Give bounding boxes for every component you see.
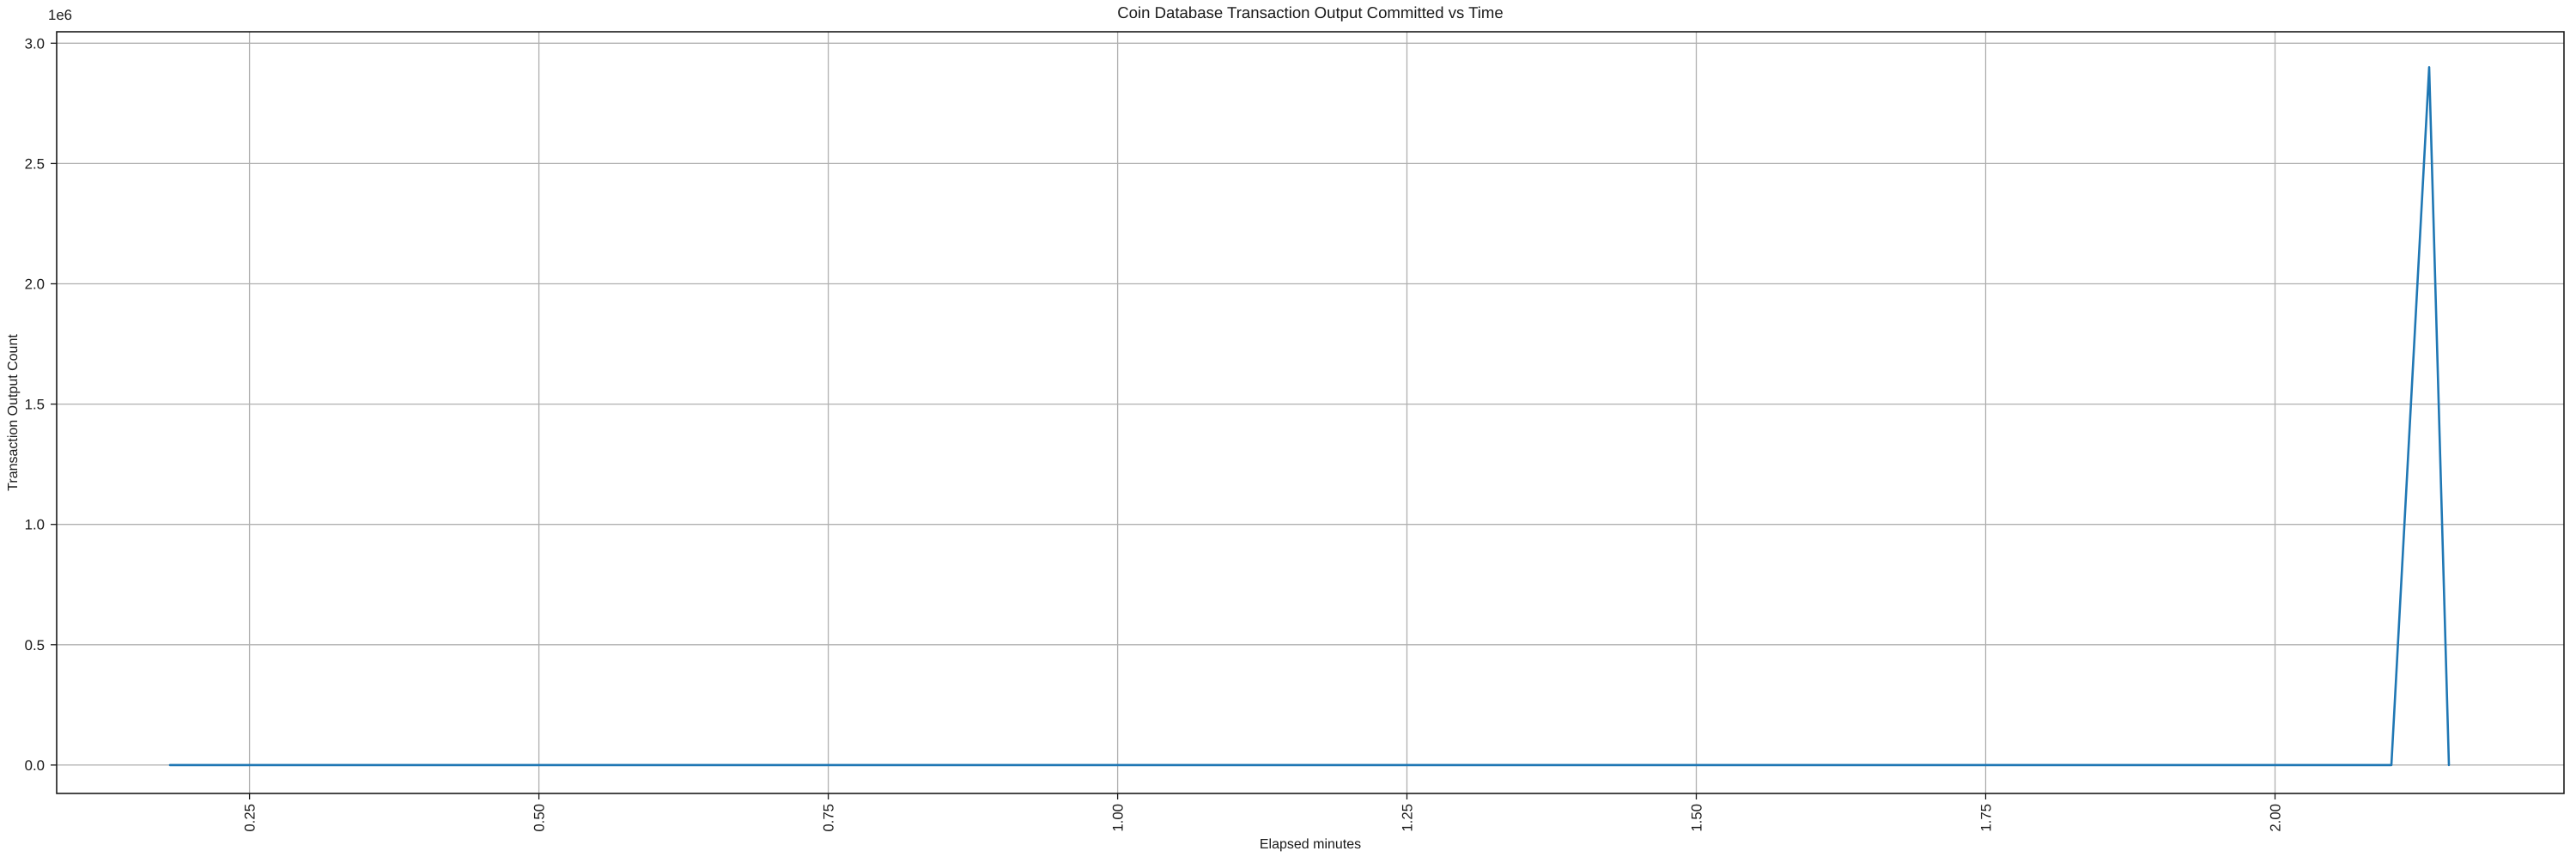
svg-text:1e6: 1e6 bbox=[48, 7, 72, 23]
svg-text:Transaction Output Count: Transaction Output Count bbox=[6, 334, 21, 491]
svg-text:1.5: 1.5 bbox=[25, 397, 45, 413]
svg-text:1.00: 1.00 bbox=[1110, 804, 1127, 832]
svg-text:Coin Database Transaction Outp: Coin Database Transaction Output Committ… bbox=[1117, 3, 1504, 21]
svg-text:0.0: 0.0 bbox=[25, 757, 45, 774]
svg-text:Elapsed minutes: Elapsed minutes bbox=[1260, 837, 1361, 852]
svg-text:3.0: 3.0 bbox=[25, 35, 45, 52]
svg-text:1.25: 1.25 bbox=[1400, 804, 1416, 832]
svg-text:1.50: 1.50 bbox=[1689, 804, 1705, 832]
svg-text:2.0: 2.0 bbox=[25, 277, 45, 293]
svg-text:2.5: 2.5 bbox=[25, 155, 45, 172]
svg-text:0.25: 0.25 bbox=[242, 804, 258, 832]
svg-text:0.50: 0.50 bbox=[532, 804, 548, 832]
svg-text:0.5: 0.5 bbox=[25, 637, 45, 653]
svg-text:1.0: 1.0 bbox=[25, 517, 45, 533]
svg-text:1.75: 1.75 bbox=[1978, 804, 1995, 832]
svg-text:0.75: 0.75 bbox=[821, 804, 837, 832]
svg-text:2.00: 2.00 bbox=[2268, 804, 2284, 832]
